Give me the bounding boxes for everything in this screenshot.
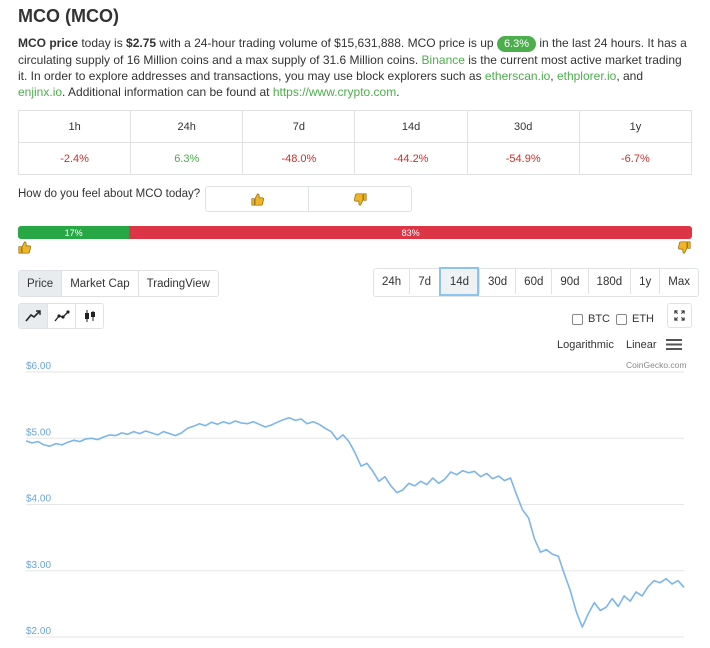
enjinx-link[interactable]: enjinx.io: [18, 85, 63, 99]
linear-scale-button[interactable]: Linear: [626, 339, 657, 351]
header-7d: 7d: [242, 110, 356, 143]
y-tick-label: $2.00: [26, 626, 51, 637]
desc-text: today is: [78, 36, 127, 50]
candlestick-chart-button[interactable]: [75, 304, 103, 328]
page-title: MCO (MCO): [18, 6, 119, 26]
y-tick-label: $5.00: [26, 427, 51, 438]
tab-price[interactable]: Price: [19, 271, 62, 296]
header-1h: 1h: [17, 110, 132, 143]
header-1y: 1y: [578, 110, 693, 143]
range-max[interactable]: Max: [659, 269, 698, 294]
desc-text: .: [396, 85, 400, 99]
sentiment-bar: 17% 83%: [18, 226, 692, 239]
point-line-chart-button[interactable]: [47, 304, 75, 328]
compare-btc[interactable]: BTC: [572, 313, 610, 325]
change-30d: -54.9%: [466, 142, 580, 175]
eth-checkbox[interactable]: [616, 313, 627, 325]
desc-text: , and: [616, 69, 644, 83]
vote-up-button[interactable]: [206, 187, 308, 211]
line-chart-button[interactable]: [19, 304, 47, 328]
desc-text: is the current most active market tradin…: [18, 53, 682, 83]
time-range-group: 24h 7d 14d 30d 60d 90d 180d 1y Max: [373, 267, 700, 297]
thumbs-down-icon: [678, 241, 691, 254]
thumbs-up-icon: [250, 192, 264, 206]
expand-icon: [674, 310, 685, 321]
desc-text: in the last 24 hours. It has a circulati…: [18, 36, 687, 67]
range-180d[interactable]: 180d: [587, 269, 631, 294]
btc-label: BTC: [588, 313, 610, 325]
chart-tab-group: Price Market Cap TradingView: [18, 270, 219, 297]
sentiment-vote-group: [205, 186, 412, 212]
range-1y[interactable]: 1y: [630, 269, 659, 294]
current-price: $2.75: [126, 36, 157, 50]
website-link[interactable]: https://www.crypto.com: [272, 85, 397, 99]
tab-market-cap[interactable]: Market Cap: [61, 271, 137, 296]
header-24h: 24h: [130, 110, 244, 143]
range-30d[interactable]: 30d: [478, 269, 515, 294]
range-24h[interactable]: 24h: [382, 275, 402, 288]
hamburger-menu-icon[interactable]: [666, 338, 682, 351]
chart-type-group: [18, 303, 104, 329]
log-scale-button[interactable]: Logarithmic: [557, 339, 614, 351]
coin-description: MCO price today is $2.75 with a 24-hour …: [18, 35, 688, 100]
etherscan-link[interactable]: etherscan.io: [484, 69, 551, 83]
change-1h: -2.4%: [17, 142, 132, 175]
thumbs-up-icon: [18, 241, 31, 254]
price-series-line: [25, 416, 685, 628]
header-14d: 14d: [354, 110, 468, 143]
desc-text: with a 24-hour trading volume of $15,631…: [156, 36, 497, 50]
range-60d[interactable]: 60d: [515, 269, 551, 294]
ethplorer-link[interactable]: ethplorer.io: [556, 69, 617, 83]
y-tick-label: $6.00: [26, 361, 51, 372]
btc-checkbox[interactable]: [572, 313, 583, 325]
line-chart-icon: [25, 310, 41, 322]
y-tick-label: $4.00: [26, 494, 51, 505]
desc-text: . Additional information can be found at: [62, 85, 273, 99]
price-change-table: 1h 24h 7d 14d 30d 1y -2.4% 6.3% -48.0% -…: [17, 110, 693, 175]
desc-text: ,: [550, 69, 557, 83]
chart-credit: CoinGecko.com: [626, 360, 687, 370]
tab-tradingview[interactable]: TradingView: [137, 271, 218, 296]
change-7d: -48.0%: [242, 142, 356, 175]
point-line-chart-icon: [53, 310, 70, 322]
thumbs-down-icon: [353, 192, 367, 206]
compare-eth[interactable]: ETH: [616, 313, 654, 325]
y-tick-label: $3.00: [26, 560, 51, 571]
sentiment-down-segment: 83%: [129, 226, 692, 239]
expand-button[interactable]: [667, 303, 692, 328]
change-badge: 6.3%: [496, 36, 537, 52]
sentiment-up-segment: 17%: [18, 226, 130, 239]
sentiment-question: How do you feel about MCO today?: [18, 188, 201, 200]
change-14d: -44.2%: [354, 142, 468, 175]
price-chart: $6.00 $5.00 $4.00 $3.00 $2.00: [25, 361, 685, 638]
candlestick-icon: [84, 310, 95, 322]
binance-link[interactable]: Binance: [421, 53, 465, 67]
range-7d[interactable]: 7d: [409, 269, 439, 294]
eth-label: ETH: [632, 313, 654, 325]
change-24h: 6.3%: [130, 142, 244, 175]
range-90d[interactable]: 90d: [551, 269, 587, 294]
price-change-values-row: -2.4% 6.3% -48.0% -44.2% -54.9% -6.7%: [17, 142, 693, 175]
header-30d: 30d: [466, 110, 580, 143]
price-label: MCO price: [18, 36, 79, 50]
change-1y: -6.7%: [578, 142, 693, 175]
vote-down-button[interactable]: [308, 187, 411, 211]
price-change-header-row: 1h 24h 7d 14d 30d 1y: [17, 110, 693, 143]
range-14d[interactable]: 14d: [438, 267, 479, 296]
